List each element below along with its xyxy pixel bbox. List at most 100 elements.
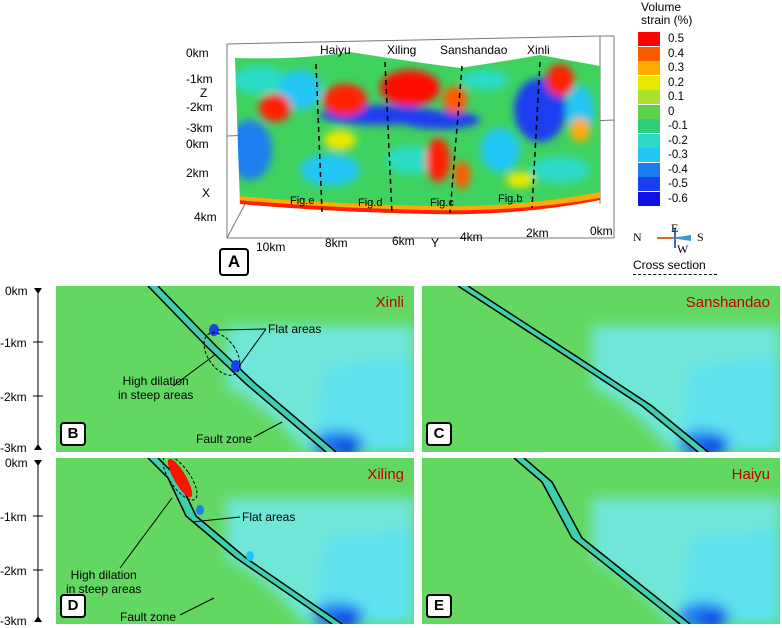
high-dilation-label: High dilation in steep areas bbox=[118, 374, 193, 402]
depth-bottom-1: -1km bbox=[0, 510, 27, 524]
cross-section-dash bbox=[633, 274, 717, 275]
leader-lines bbox=[119, 497, 241, 616]
fault-zone-label: Fault zone bbox=[120, 610, 177, 624]
x-tick-0: 0km bbox=[186, 137, 209, 151]
legend-value: -0.5 bbox=[668, 178, 688, 190]
legend-swatch bbox=[638, 32, 660, 46]
legend-swatch bbox=[638, 61, 660, 75]
fault-zone-label: Fault zone bbox=[196, 432, 253, 446]
compass-e: E bbox=[671, 221, 679, 235]
flat-areas-label: Flat areas bbox=[242, 510, 296, 524]
legend-value: -0.2 bbox=[668, 134, 688, 147]
legend-value: 0.2 bbox=[668, 76, 684, 89]
y-axis-label: Y bbox=[431, 236, 440, 250]
x-tick-2: 4km bbox=[194, 210, 217, 224]
z-tick-0: 0km bbox=[186, 46, 209, 60]
legend-swatch bbox=[638, 104, 660, 119]
y-tick-4: 2km bbox=[526, 226, 549, 240]
cross-section-label: Cross section bbox=[633, 258, 706, 272]
site-title: Xiling bbox=[367, 466, 404, 483]
site-label-xiling: Xiling bbox=[387, 43, 417, 57]
x-axis-label: X bbox=[202, 186, 211, 200]
legend-swatch bbox=[638, 162, 660, 177]
panel-label-e: E bbox=[426, 594, 452, 618]
legend-title-line2: strain (%) bbox=[641, 13, 693, 27]
high-dilation-label: High dilation in steep areas bbox=[66, 568, 141, 596]
z-tick-3: -3km bbox=[186, 121, 213, 135]
z-tick-2: -2km bbox=[186, 100, 213, 114]
compass-icon bbox=[657, 228, 691, 248]
legend-title-line1: Volume bbox=[641, 0, 682, 14]
flat-area-patch bbox=[231, 360, 241, 372]
site-title: Haiyu bbox=[731, 466, 770, 483]
site-title: Sanshandao bbox=[685, 294, 770, 311]
panel-a-label: A bbox=[219, 248, 249, 276]
high-dilation-line2: in steep areas bbox=[66, 582, 142, 596]
legend-value: 0.1 bbox=[668, 91, 684, 103]
strain-section-e bbox=[422, 458, 780, 624]
high-dilation-line1: High dilation bbox=[70, 568, 137, 582]
panel-b: Xinli Flat areas High dilation in steep a… bbox=[56, 286, 414, 452]
z-axis-label: Z bbox=[200, 86, 208, 100]
depth-top-3: -3km bbox=[0, 441, 27, 455]
panel-label-c: C bbox=[426, 422, 452, 446]
depth-axis-top: 0km -1km -2km -3km bbox=[0, 284, 56, 455]
flat-area-patch bbox=[209, 324, 219, 336]
flat-area-patch bbox=[196, 505, 204, 515]
compass-s: S bbox=[697, 230, 704, 244]
legend-value: -0.3 bbox=[668, 149, 688, 161]
panel-label-b: B bbox=[60, 422, 86, 446]
legend-swatch bbox=[638, 119, 660, 133]
fig-label-b: Fig.b bbox=[498, 193, 523, 205]
x-tick-1: 2km bbox=[186, 166, 209, 180]
site-label-sanshandao: Sanshandao bbox=[440, 43, 508, 57]
depth-bottom-3: -3km bbox=[0, 614, 27, 628]
depth-top-0: 0km bbox=[5, 284, 28, 298]
legend-value: -0.4 bbox=[668, 163, 688, 176]
leader-lines bbox=[172, 328, 283, 438]
legend-swatch bbox=[638, 133, 660, 148]
strain-section-b bbox=[56, 286, 414, 452]
legend-swatch bbox=[638, 90, 660, 104]
fig-label-e: Fig.e bbox=[290, 195, 315, 207]
legend-value: 0.4 bbox=[668, 47, 684, 60]
y-tick-1: 8km bbox=[325, 236, 348, 250]
depth-top-2: -2km bbox=[0, 390, 27, 404]
fig-label-c: Fig.c bbox=[430, 197, 454, 209]
legend-swatch bbox=[638, 177, 660, 191]
legend-swatch bbox=[638, 75, 660, 90]
panel-a: 0km -1km Z -2km -3km 0km 2km X 4km 10km … bbox=[0, 0, 782, 280]
compass-n: N bbox=[633, 230, 642, 244]
compass-w: W bbox=[677, 242, 689, 256]
depth-bottom-0: 0km bbox=[5, 456, 28, 470]
legend-swatch bbox=[638, 191, 660, 206]
legend-value: 0 bbox=[668, 105, 675, 118]
depth-top-1: -1km bbox=[0, 336, 27, 350]
depth-bottom-2: -2km bbox=[0, 564, 27, 578]
legend-value: -0.1 bbox=[668, 120, 688, 132]
legend-scale: 0.5 0.4 0.3 0.2 0.1 0 -0.1 -0.2 -0.3 -0.4 -0.5 -0.6 bbox=[638, 32, 718, 207]
flat-areas-label: Flat areas bbox=[268, 322, 322, 336]
y-tick-0: 10km bbox=[256, 240, 286, 254]
y-tick-5: 0km bbox=[590, 224, 613, 238]
flat-area-patch bbox=[246, 551, 254, 561]
y-tick-3: 4km bbox=[460, 230, 483, 244]
z-tick-1: -1km bbox=[186, 72, 213, 86]
fig-label-d: Fig.d bbox=[358, 197, 383, 209]
legend-value: -0.6 bbox=[668, 192, 688, 205]
legend-value: 0.5 bbox=[668, 33, 684, 45]
dilation-outline bbox=[203, 332, 241, 376]
high-dilation-line2: in steep areas bbox=[118, 388, 194, 402]
strain-section-d bbox=[56, 458, 414, 624]
legend: Volume strain (%) 0.5 0.4 0.3 0.2 0.1 0 -0.1 -0… bbox=[631, 0, 781, 280]
panel-label-d: D bbox=[60, 594, 86, 618]
high-dilation-line1: High dilation bbox=[122, 374, 189, 388]
site-label-xinli: Xinli bbox=[527, 43, 550, 57]
depth-axis-bottom: 0km -1km -2km -3km bbox=[0, 456, 56, 628]
site-label-haiyu: Haiyu bbox=[320, 43, 351, 57]
strain-section-c bbox=[422, 286, 780, 452]
site-title: Xinli bbox=[375, 294, 404, 311]
y-tick-2: 6km bbox=[392, 234, 415, 248]
